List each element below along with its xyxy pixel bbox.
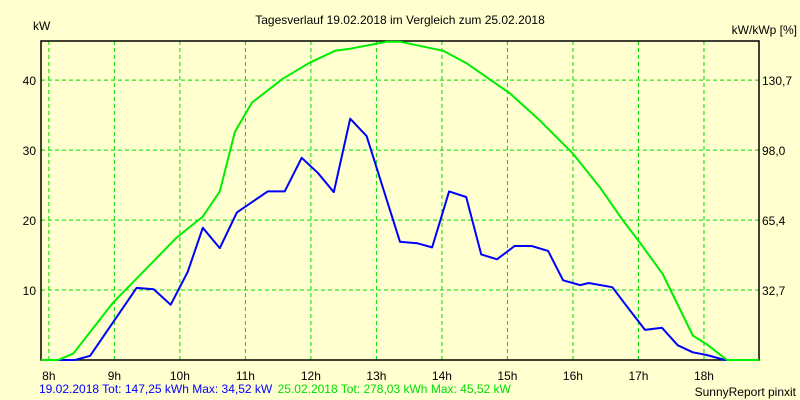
y-tick-label-right: 65,4 — [762, 214, 786, 228]
x-tick-label: 8h — [42, 369, 55, 383]
x-tick-label: 14h — [432, 369, 452, 383]
x-tick-label: 15h — [497, 369, 517, 383]
x-tick-label: 10h — [170, 369, 190, 383]
x-tick-label: 16h — [563, 369, 583, 383]
y-tick-label-right: 32,7 — [762, 284, 786, 298]
x-tick-label: 12h — [301, 369, 321, 383]
credit-text: SunnyReport pinxit — [695, 385, 797, 399]
grid-lines — [41, 41, 759, 360]
y-tick-label-left: 40 — [23, 74, 37, 88]
x-tick-label: 18h — [694, 369, 714, 383]
y-tick-label-right: 98,0 — [762, 144, 786, 158]
y-axis-label-right: kW/kWp [%] — [732, 23, 797, 37]
y-axis-label-left: kW — [33, 19, 51, 33]
x-tick-label: 9h — [108, 369, 121, 383]
series-line-25.02.2018 — [41, 40, 759, 361]
x-tick-label: 17h — [628, 369, 648, 383]
legend-series-1: 19.02.2018 Tot: 147,25 kWh Max: 34,52 kW — [39, 382, 273, 396]
y-tick-label-left: 20 — [23, 214, 37, 228]
legend: 19.02.2018 Tot: 147,25 kWh Max: 34,52 kW… — [39, 382, 512, 396]
tick-labels: 8h 9h 10h 11h 12h 13h 14h 15h 16h 17h 18h 10 20 30 40 3… — [23, 74, 793, 383]
y-tick-label-left: 30 — [23, 144, 37, 158]
chart-title: Tagesverlauf 19.02.2018 im Vergleich zum… — [255, 13, 545, 27]
y-tick-label-right: 130,7 — [762, 74, 792, 88]
y-tick-label-left: 10 — [23, 284, 37, 298]
series-line-19.02.2018 — [41, 117, 759, 361]
legend-series-2: 25.02.2018 Tot: 278,03 kWh Max: 45,52 kW — [278, 382, 512, 396]
x-tick-label: 11h — [236, 369, 255, 383]
x-tick-label: 13h — [366, 369, 386, 383]
plot-frame — [40, 40, 760, 361]
series-lines — [41, 40, 759, 361]
